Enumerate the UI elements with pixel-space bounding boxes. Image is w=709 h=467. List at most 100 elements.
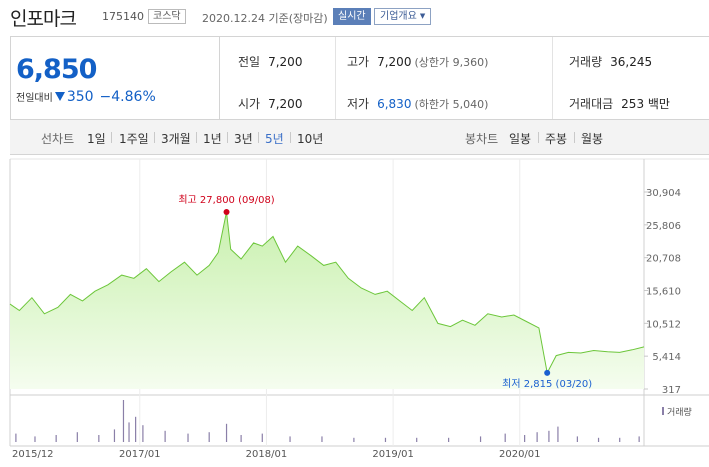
stat-value: 36,245: [610, 55, 653, 69]
low-point: [544, 369, 551, 376]
price-change: 전일대비 350 −4.86%: [16, 89, 156, 105]
volume-bar: [289, 436, 291, 442]
candle-monthly[interactable]: 월봉: [581, 132, 604, 146]
period-5y[interactable]: 5년: [265, 132, 284, 146]
volume-bar: [164, 430, 166, 442]
period-3m[interactable]: 3개월: [161, 132, 191, 146]
high-annotation: 최고 27,800 (09/08): [178, 194, 274, 206]
price-chart[interactable]: 최고 27,800 (09/08) 최저 2,815 (03/20) 30,904…: [0, 155, 709, 467]
volume-bar: [261, 433, 263, 442]
volume-bar: [524, 435, 526, 442]
stat-prev-close: 전일 7,200: [238, 53, 302, 70]
volume-bar: [576, 436, 578, 442]
volume-bar: [353, 437, 355, 442]
stat-label: 시가: [238, 97, 261, 111]
separator: [227, 132, 228, 143]
separator: [538, 132, 539, 143]
volume-bar: [135, 416, 137, 442]
price-area: [10, 212, 644, 389]
candle-chart-label: 봉차트: [465, 132, 499, 146]
candle-daily[interactable]: 일봉: [509, 132, 532, 146]
stat-value: 6,830: [377, 97, 412, 111]
line-chart-label: 선차트: [41, 132, 75, 146]
volume-bar: [384, 437, 387, 442]
down-triangle-icon: [54, 92, 65, 101]
candle-weekly[interactable]: 주봉: [545, 132, 568, 146]
volume-bar: [113, 429, 116, 442]
volume-bar: [55, 435, 57, 442]
stat-value: 7,200: [268, 97, 303, 111]
separator: [111, 132, 112, 143]
volume-bar: [98, 435, 100, 442]
stat-label: 거래량: [569, 55, 603, 69]
stat-value: 7,200: [377, 55, 412, 69]
stat-turnover: 거래대금 253 백만: [569, 95, 670, 112]
period-1w[interactable]: 1주일: [119, 132, 149, 146]
x-tick-label: 2018/01: [246, 449, 288, 460]
y-tick-label: 30,904: [646, 188, 681, 199]
volume-legend-swatch: [662, 407, 664, 415]
change-percent: −4.86%: [99, 89, 156, 105]
price-chart-area: 최고 27,800 (09/08) 최저 2,815 (03/20) 30,904…: [0, 155, 709, 467]
upper-limit: (상한가 9,360): [414, 56, 489, 69]
stat-value: 253 백만: [621, 97, 670, 111]
chevron-down-icon: ▼: [419, 12, 426, 20]
volume-bar: [638, 436, 640, 442]
company-overview-label: 기업개요: [380, 11, 417, 22]
realtime-button[interactable]: 실시간: [333, 8, 371, 25]
volume-bar: [504, 433, 506, 442]
period-10y[interactable]: 10년: [297, 132, 324, 146]
stock-name: 인포마크: [10, 8, 77, 30]
period-3y[interactable]: 3년: [234, 132, 253, 146]
x-tick-label: 2020/01: [499, 449, 541, 460]
period-1y[interactable]: 1년: [203, 132, 222, 146]
stat-label: 전일: [238, 55, 261, 69]
quote-stats: 전일 7,200 시가 7,200 고가 7,200 (상한가 9,360) 저가 6,8…: [219, 37, 709, 119]
price-box: 6,850 전일대비 350 −4.86%: [11, 37, 219, 119]
change-amount: 350: [66, 89, 94, 105]
change-label: 전일대비: [16, 93, 53, 104]
separator: [258, 132, 259, 143]
volume-bar: [128, 422, 130, 442]
y-tick-label: 317: [662, 385, 681, 396]
separator: [290, 132, 291, 143]
high-point: [223, 208, 230, 215]
column-divider: [552, 37, 553, 119]
x-tick-label: 2015/12: [12, 449, 54, 460]
separator: [574, 132, 575, 143]
volume-bar: [548, 430, 550, 442]
separator: [196, 132, 197, 143]
lower-limit: (하한가 5,040): [414, 98, 489, 111]
volume-bar: [619, 437, 621, 442]
volume-legend-label: 거래량: [667, 406, 692, 418]
market-badge: 코스닥: [148, 9, 186, 24]
volume-bar: [321, 436, 323, 442]
volume-bar: [225, 423, 228, 442]
y-tick-label: 20,708: [646, 254, 681, 265]
y-tick-label: 25,806: [646, 221, 681, 232]
volume-bar: [187, 433, 189, 442]
volume-bar: [208, 432, 210, 442]
column-divider: [335, 37, 336, 119]
quote-panel: 6,850 전일대비 350 −4.86% 전일 7,200 시가 7,200 고가 7,…: [10, 36, 709, 120]
volume-bar: [597, 437, 600, 442]
y-tick-label: 5,414: [652, 352, 681, 363]
y-tick-label: 10,512: [646, 319, 681, 330]
low-annotation: 최저 2,815 (03/20): [502, 378, 592, 390]
period-1d[interactable]: 1일: [87, 132, 106, 146]
separator: [154, 132, 155, 143]
current-price: 6,850: [16, 54, 97, 85]
stock-code: 175140: [102, 10, 144, 23]
period-selector-bar: 선차트 1일 1주일 3개월 1년 3년 5년 10년 봉차트 일봉 주봉 월봉: [10, 120, 709, 155]
volume-bar: [416, 437, 418, 442]
stat-value: 7,200: [268, 55, 303, 69]
volume-bar: [15, 433, 17, 442]
price-line: [9, 211, 645, 375]
volume-bar: [76, 432, 78, 442]
stat-label: 저가: [347, 97, 370, 111]
volume-bar: [557, 426, 559, 442]
volume-bar: [240, 435, 242, 442]
stat-label: 고가: [347, 55, 370, 69]
company-overview-button[interactable]: 기업개요 ▼: [374, 8, 432, 25]
volume-bar: [479, 436, 482, 442]
